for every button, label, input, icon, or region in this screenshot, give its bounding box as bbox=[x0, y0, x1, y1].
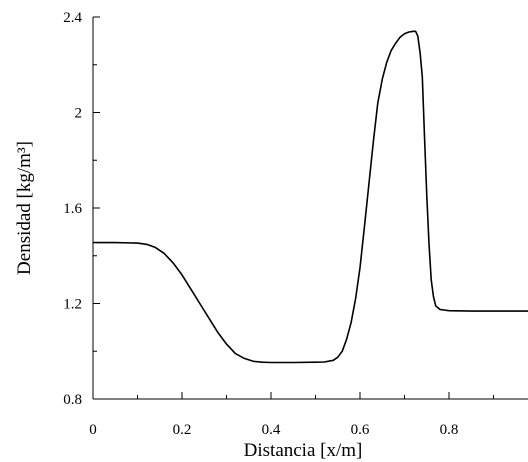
y-axis-title: Densidad [kg/m³] bbox=[14, 141, 35, 275]
x-tick-label: 0.6 bbox=[351, 422, 370, 438]
x-tick-label: 0 bbox=[89, 422, 97, 438]
x-axis-title: Distancia [x/m] bbox=[244, 440, 363, 461]
x-tick-label: 0.4 bbox=[262, 422, 281, 438]
series-line-density bbox=[93, 30, 528, 364]
x-tick-label: 0.2 bbox=[173, 422, 192, 438]
y-tick-label: 2 bbox=[75, 106, 83, 122]
y-tick-label: 0.8 bbox=[63, 392, 82, 408]
axes bbox=[92, 17, 528, 400]
y-tick-label: 2.4 bbox=[63, 10, 82, 26]
y-tick-label: 1.6 bbox=[63, 201, 82, 217]
x-axis-ticks: 00.20.40.60.81 bbox=[89, 392, 494, 438]
y-tick-label: 1.2 bbox=[63, 297, 82, 313]
y-axis-ticks: 0.8 1.2 1.6 2 2.4 bbox=[63, 10, 100, 408]
x-tick-label: 0.8 bbox=[440, 422, 459, 438]
